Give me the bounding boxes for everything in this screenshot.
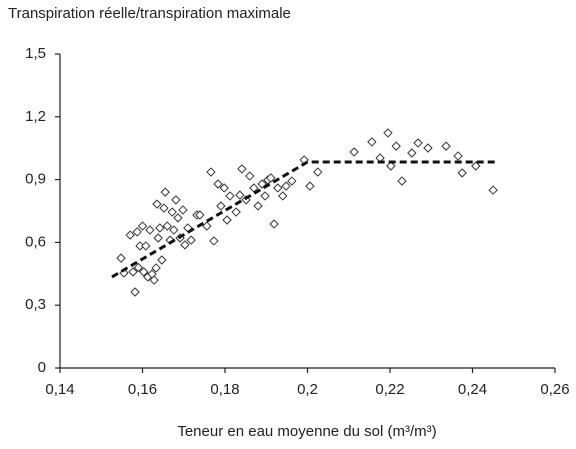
x-tick-label: 0,24 — [458, 381, 487, 398]
point — [237, 164, 247, 174]
point — [137, 221, 148, 231]
point — [133, 262, 144, 273]
point — [186, 235, 196, 245]
x-tick-label: 0,16 — [128, 381, 157, 398]
x-tick-label: 0,26 — [540, 381, 569, 398]
point — [151, 263, 161, 273]
point — [130, 287, 140, 297]
point — [173, 213, 183, 223]
point — [169, 225, 179, 235]
x-tick-label: 0,2 — [297, 381, 318, 398]
point — [235, 190, 245, 200]
point — [273, 183, 283, 193]
point — [202, 221, 212, 231]
point — [413, 138, 423, 148]
y-tick-label: 0,9 — [25, 171, 46, 188]
point — [222, 215, 232, 225]
point — [216, 201, 226, 211]
point — [160, 187, 170, 197]
point — [488, 185, 498, 195]
point — [266, 173, 276, 183]
point — [383, 128, 393, 138]
point — [128, 267, 138, 277]
y-tick-label: 1,5 — [25, 45, 46, 62]
point — [125, 230, 135, 240]
point — [241, 195, 251, 205]
point — [171, 195, 181, 205]
point — [145, 225, 155, 235]
x-axis-label: Teneur en eau moyenne du sol (m³/m³) — [177, 423, 436, 440]
point — [349, 147, 359, 157]
y-tick-label: 0,3 — [25, 296, 46, 313]
point — [305, 181, 315, 191]
point — [206, 167, 216, 177]
point — [397, 176, 407, 186]
y-tick-label: 0,6 — [25, 233, 46, 250]
chart-title: Transpiration réelle/transpiration maxim… — [8, 5, 291, 22]
point — [213, 179, 223, 189]
point — [157, 255, 167, 265]
point — [287, 176, 297, 186]
point — [423, 143, 433, 153]
point — [152, 199, 162, 209]
point — [209, 236, 219, 246]
point — [141, 241, 151, 251]
point — [155, 223, 165, 233]
point — [159, 203, 169, 213]
point — [313, 167, 323, 177]
point — [278, 191, 288, 201]
point — [253, 201, 263, 211]
point — [167, 207, 177, 217]
point — [195, 210, 205, 220]
y-tick-label: 1,2 — [25, 108, 46, 125]
x-tick-label: 0,22 — [375, 381, 404, 398]
point — [178, 205, 188, 215]
point — [219, 183, 229, 193]
point — [139, 267, 149, 277]
point — [116, 253, 126, 263]
point — [457, 168, 467, 178]
point — [391, 141, 401, 151]
point — [407, 148, 417, 158]
fit-line — [111, 160, 496, 279]
x-tick-label: 0,14 — [45, 381, 74, 398]
point — [281, 181, 291, 191]
x-tick-label: 0,18 — [210, 381, 239, 398]
point — [386, 161, 396, 171]
point — [367, 137, 377, 147]
point — [225, 191, 235, 201]
point — [132, 227, 142, 237]
point — [153, 233, 163, 243]
point — [441, 141, 451, 151]
y-tick-label: 0 — [38, 359, 46, 376]
point — [471, 161, 481, 171]
point — [453, 151, 463, 161]
point — [269, 219, 279, 229]
point — [149, 275, 159, 285]
point — [245, 171, 255, 181]
point — [231, 207, 241, 217]
point — [162, 221, 172, 231]
point — [180, 240, 190, 250]
point — [260, 191, 270, 201]
